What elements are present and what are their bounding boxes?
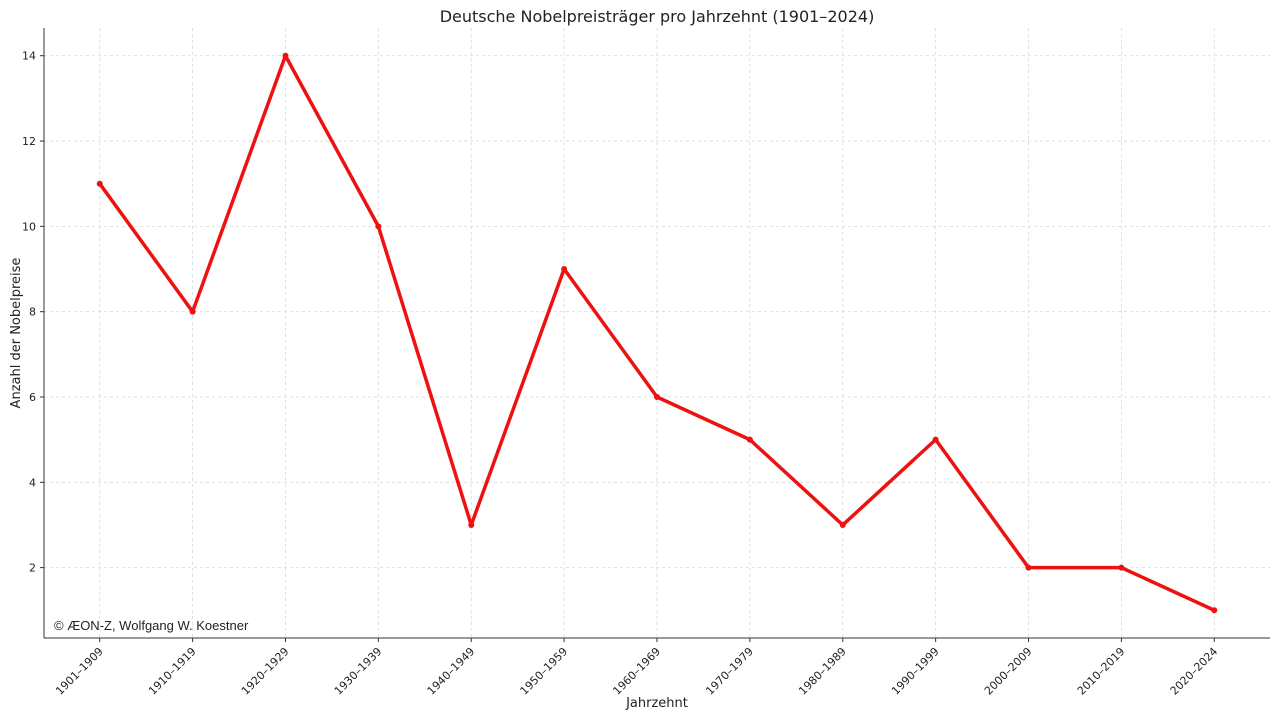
y-tick-label: 12 <box>22 135 36 148</box>
x-tick-label: 1920–1929 <box>239 645 292 698</box>
annotation: © ÆON-Z, Wolfgang W. Koestner <box>54 618 249 633</box>
point <box>654 393 660 400</box>
point <box>375 223 382 230</box>
point <box>1118 564 1125 571</box>
point <box>839 521 846 528</box>
y-tick-label: 4 <box>29 476 36 489</box>
x-tick-label: 1960–1969 <box>610 645 663 698</box>
x-tick-label: 2010–2019 <box>1075 645 1128 698</box>
x-tick-label: 1970–1979 <box>703 645 756 698</box>
y-tick-label: 2 <box>29 562 36 575</box>
x-tick-label: 1940–1949 <box>425 645 478 698</box>
y-axis-label: Anzahl der Nobelpreise <box>9 258 24 409</box>
point <box>561 266 568 273</box>
x-tick-label: 1980–1989 <box>796 645 849 698</box>
y-tick-label: 10 <box>22 220 36 233</box>
x-tick-label: 2020–2024 <box>1168 645 1221 698</box>
point <box>468 521 475 528</box>
point <box>189 308 196 315</box>
y-tick-label: 8 <box>29 306 36 319</box>
chart-title: Deutsche Nobelpreisträger pro Jahrzehnt … <box>440 7 875 26</box>
y-tick-label: 6 <box>29 391 36 404</box>
y-tick-label: 14 <box>22 50 36 63</box>
x-tick-label: 1910–1919 <box>146 645 199 698</box>
x-tick-label: 1901–1909 <box>53 645 106 698</box>
point <box>282 52 289 59</box>
x-tick-label: 1990–1999 <box>889 645 942 698</box>
point <box>932 436 939 443</box>
point <box>1211 607 1218 614</box>
x-axis-label: Jahrzehnt <box>625 696 688 711</box>
point <box>1025 564 1032 571</box>
point <box>746 436 753 443</box>
point <box>96 180 103 187</box>
x-tick-label: 1930–1939 <box>332 645 385 698</box>
x-tick-label: 1950–1959 <box>518 645 571 698</box>
x-tick-label: 2000–2009 <box>982 645 1035 698</box>
